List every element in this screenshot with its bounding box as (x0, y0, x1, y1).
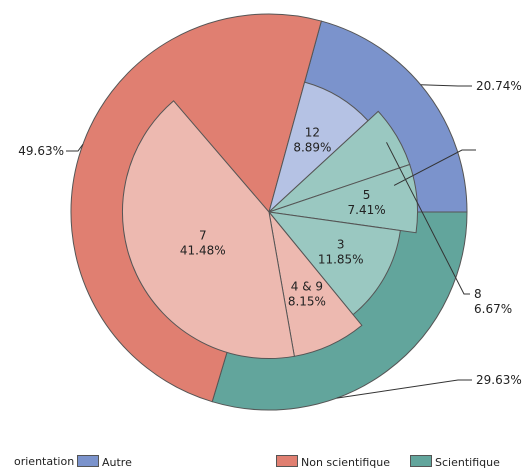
nested-pie-chart: 12 8.89% 8 6.67% 5 7.41% 3 11.85% 4 & 9 8.15% 7 41.… (18, 13, 522, 411)
inner-label-12: 12 8.89% (293, 126, 331, 155)
inner-label-8: 8 6.67% (474, 287, 512, 316)
leader-line-autre (420, 84, 472, 87)
leader-line-12-percent (393, 149, 476, 186)
legend-swatch-autre (77, 455, 99, 467)
inner-slices-layer (122, 81, 418, 359)
inner-label-7: 7 41.48% (180, 228, 226, 257)
legend-label-non-scientifique: Non scientifique (301, 456, 391, 469)
legend-swatch-non-scientifique (276, 455, 298, 467)
legend: orientation Autre Non scientifique Scien… (14, 455, 524, 471)
inner-label-5: 5 7.41% (348, 188, 386, 217)
leader-line-8 (386, 142, 470, 295)
legend-label-scientifique: Scientifique (435, 456, 500, 469)
outer-label-autre: 20.74% (476, 79, 522, 93)
inner-label-3: 3 11.85% (318, 237, 364, 266)
inner-label-4-9: 4 & 9 8.15% (288, 280, 326, 309)
outer-label-non-scientifique: 49.63% (18, 144, 64, 158)
legend-item-non-scientifique: Non scientifique (276, 455, 390, 469)
inner-slice-7 (122, 100, 295, 359)
inner-slice-5 (268, 163, 418, 234)
leader-line-non-scientifique (66, 144, 84, 152)
legend-item-scientifique: Scientifique (410, 455, 500, 469)
legend-label-autre: Autre (102, 456, 132, 469)
legend-item-autre: Autre (77, 455, 132, 469)
inner-slice-3 (267, 211, 401, 316)
legend-swatch-scientifique (410, 455, 432, 467)
outer-label-scientifique: 29.63% (476, 373, 522, 387)
leader-line-scientifique (336, 379, 472, 399)
legend-title: orientation (14, 455, 75, 468)
labels-layer: 12 8.89% 8 6.67% 5 7.41% 3 11.85% 4 & 9 8.15% 7 41.… (18, 79, 522, 399)
